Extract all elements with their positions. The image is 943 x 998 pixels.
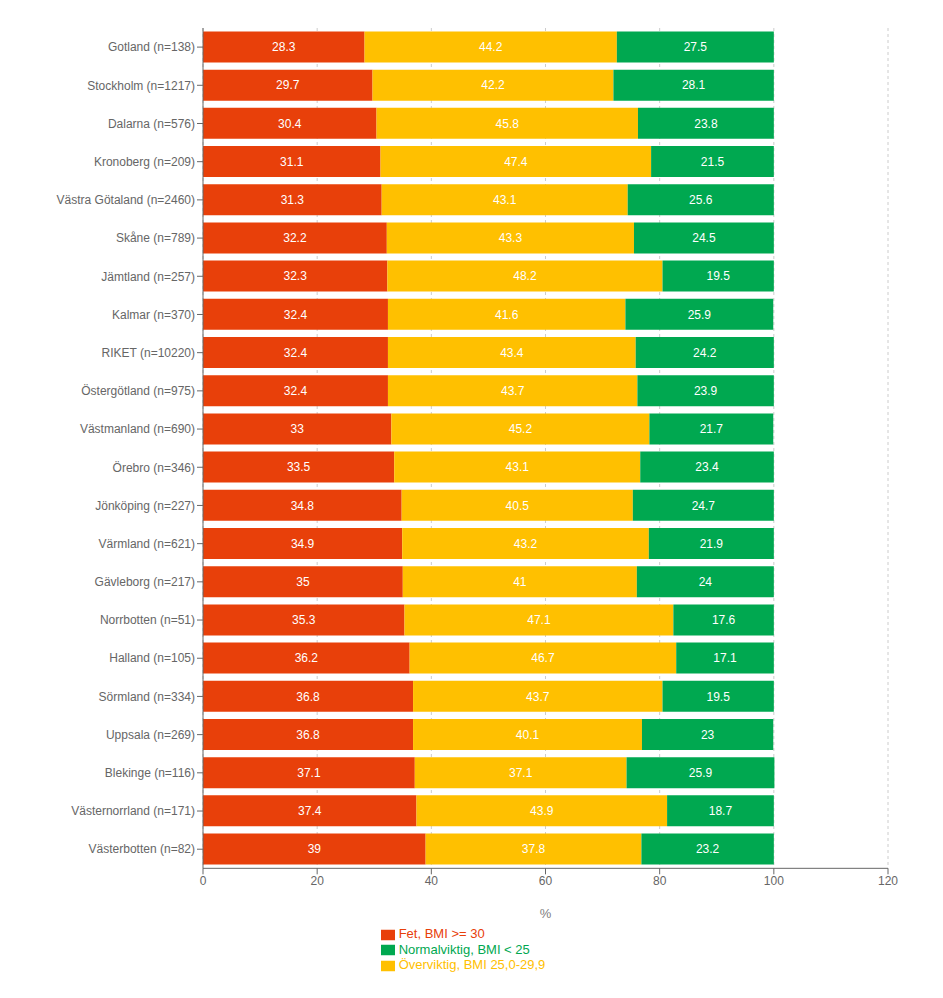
svg-text:23.8: 23.8 <box>694 117 718 131</box>
svg-text:34.9: 34.9 <box>291 537 315 551</box>
svg-text:Uppsala (n=269): Uppsala (n=269) <box>106 728 195 742</box>
svg-text:43.3: 43.3 <box>499 231 523 245</box>
svg-text:23.9: 23.9 <box>694 384 718 398</box>
svg-text:41: 41 <box>513 575 527 589</box>
svg-text:44.2: 44.2 <box>479 40 503 54</box>
svg-text:80: 80 <box>653 874 667 888</box>
svg-text:36.8: 36.8 <box>296 690 320 704</box>
svg-text:Värmland (n=621): Värmland (n=621) <box>99 537 195 551</box>
svg-text:24: 24 <box>699 575 713 589</box>
svg-text:Halland (n=105): Halland (n=105) <box>109 651 195 665</box>
svg-text:28.3: 28.3 <box>272 40 296 54</box>
svg-text:17.6: 17.6 <box>712 613 736 627</box>
svg-text:Skåne (n=789): Skåne (n=789) <box>116 231 195 245</box>
svg-text:21.5: 21.5 <box>701 155 725 169</box>
svg-text:19.5: 19.5 <box>706 690 730 704</box>
svg-text:Sörmland (n=334): Sörmland (n=334) <box>99 690 195 704</box>
svg-text:Kalmar (n=370): Kalmar (n=370) <box>112 308 195 322</box>
svg-text:30.4: 30.4 <box>278 117 302 131</box>
svg-text:43.1: 43.1 <box>506 460 530 474</box>
svg-text:48.2: 48.2 <box>513 269 537 283</box>
svg-text:Gävleborg (n=217): Gävleborg (n=217) <box>95 575 195 589</box>
svg-text:43.7: 43.7 <box>501 384 525 398</box>
svg-text:23.4: 23.4 <box>695 460 719 474</box>
svg-text:Östergötland (n=975): Östergötland (n=975) <box>81 384 195 398</box>
svg-text:Jönköping (n=227): Jönköping (n=227) <box>95 499 195 513</box>
svg-text:20: 20 <box>310 874 324 888</box>
svg-text:45.2: 45.2 <box>509 422 533 436</box>
svg-text:0: 0 <box>200 874 207 888</box>
svg-text:Dalarna (n=576): Dalarna (n=576) <box>108 117 195 131</box>
svg-text:32.2: 32.2 <box>283 231 307 245</box>
svg-text:%: % <box>540 906 552 921</box>
svg-text:40.5: 40.5 <box>506 499 530 513</box>
svg-text:36.8: 36.8 <box>296 728 320 742</box>
svg-text:29.7: 29.7 <box>276 78 300 92</box>
html-text:Överviktig, BMI 25,0-29,9: Överviktig, BMI 25,0-29,9 <box>398 957 546 973</box>
svg-text:21.9: 21.9 <box>700 537 724 551</box>
svg-text:43.7: 43.7 <box>526 690 550 704</box>
svg-text:40: 40 <box>425 874 439 888</box>
svg-text:33: 33 <box>291 422 305 436</box>
svg-text:28.1: 28.1 <box>682 78 706 92</box>
svg-text:37.4: 37.4 <box>298 804 322 818</box>
svg-text:100: 100 <box>764 874 784 888</box>
svg-text:39: 39 <box>308 842 322 856</box>
svg-text:19.5: 19.5 <box>706 269 730 283</box>
svg-text:27.5: 27.5 <box>684 40 708 54</box>
svg-text:32.3: 32.3 <box>284 269 308 283</box>
svg-text:60: 60 <box>539 874 553 888</box>
svg-text:Jämtland (n=257): Jämtland (n=257) <box>101 270 195 284</box>
svg-text:18.7: 18.7 <box>709 804 733 818</box>
svg-text:32.4: 32.4 <box>284 346 308 360</box>
svg-text:35.3: 35.3 <box>292 613 316 627</box>
svg-text:43.2: 43.2 <box>514 537 538 551</box>
svg-text:120: 120 <box>878 874 898 888</box>
svg-text:46.7: 46.7 <box>531 651 555 665</box>
svg-text:37.1: 37.1 <box>297 766 321 780</box>
svg-text:47.4: 47.4 <box>504 155 528 169</box>
svg-text:17.1: 17.1 <box>713 651 737 665</box>
svg-text:32.4: 32.4 <box>284 384 308 398</box>
svg-text:45.8: 45.8 <box>496 117 520 131</box>
svg-text:33.5: 33.5 <box>287 460 311 474</box>
svg-text:41.6: 41.6 <box>495 308 519 322</box>
svg-text:Stockholm (n=1217): Stockholm (n=1217) <box>87 79 195 93</box>
svg-text:Örebro (n=346): Örebro (n=346) <box>113 461 195 475</box>
svg-text:24.5: 24.5 <box>692 231 716 245</box>
svg-text:Gotland (n=138): Gotland (n=138) <box>108 40 195 54</box>
html-text:Normalviktig, BMI < 25: Normalviktig, BMI < 25 <box>398 941 530 957</box>
svg-text:43.4: 43.4 <box>500 346 524 360</box>
svg-text:23.2: 23.2 <box>696 842 720 856</box>
svg-text:32.4: 32.4 <box>284 308 308 322</box>
svg-text:24.7: 24.7 <box>692 499 716 513</box>
svg-text:37.1: 37.1 <box>509 766 533 780</box>
svg-text:Kronoberg (n=209): Kronoberg (n=209) <box>94 155 195 169</box>
svg-text:Västernorrland (n=171): Västernorrland (n=171) <box>71 804 195 818</box>
svg-text:Norrbotten (n=51): Norrbotten (n=51) <box>100 613 195 627</box>
svg-text:34.8: 34.8 <box>291 499 315 513</box>
svg-text:Blekinge (n=116): Blekinge (n=116) <box>105 766 195 780</box>
svg-text:47.1: 47.1 <box>527 613 551 627</box>
svg-text:Västerbotten (n=82): Västerbotten (n=82) <box>89 842 195 856</box>
svg-text:43.1: 43.1 <box>493 193 517 207</box>
svg-text:40.1: 40.1 <box>516 728 540 742</box>
svg-text:31.3: 31.3 <box>281 193 305 207</box>
svg-text:21.7: 21.7 <box>700 422 724 436</box>
svg-text:43.9: 43.9 <box>530 804 554 818</box>
svg-text:Västmanland (n=690): Västmanland (n=690) <box>80 422 195 436</box>
svg-text:23: 23 <box>701 728 715 742</box>
svg-text:36.2: 36.2 <box>295 651 319 665</box>
svg-text:24.2: 24.2 <box>693 346 717 360</box>
svg-text:Västra Götaland (n=2460): Västra Götaland (n=2460) <box>57 193 195 207</box>
svg-text:31.1: 31.1 <box>280 155 304 169</box>
svg-text:25.6: 25.6 <box>689 193 713 207</box>
svg-text:35: 35 <box>296 575 310 589</box>
svg-text:25.9: 25.9 <box>688 308 712 322</box>
svg-text:42.2: 42.2 <box>481 78 505 92</box>
svg-text:37.8: 37.8 <box>522 842 546 856</box>
html-text:Fet, BMI >= 30: Fet, BMI >= 30 <box>398 926 485 942</box>
svg-text:RIKET (n=10220): RIKET (n=10220) <box>102 346 196 360</box>
svg-text:25.9: 25.9 <box>689 766 713 780</box>
